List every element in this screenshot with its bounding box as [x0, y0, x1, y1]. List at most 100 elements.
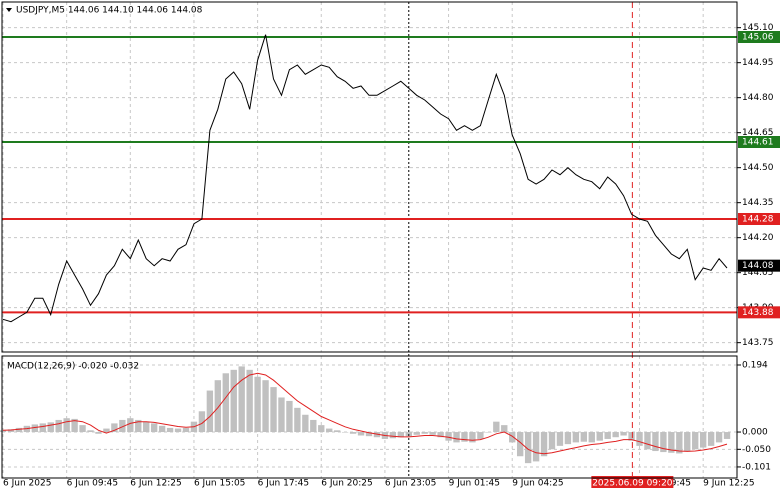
histogram-bar — [699, 432, 707, 448]
histogram-bar — [389, 432, 397, 439]
price-line — [2, 34, 728, 323]
macd-title: MACD(12,26,9) -0.020 -0.032 — [7, 362, 139, 372]
histogram-bar — [636, 432, 643, 446]
price-title: USDJPY,M5 144.06 144.10 144.06 144.08 — [16, 6, 203, 16]
histogram-bar — [95, 432, 102, 434]
menu-arrow[interactable] — [6, 8, 12, 12]
y-tick-label: -0.101 — [742, 462, 771, 472]
level-label-box — [738, 213, 780, 225]
x-tick-label: 6 Jun 12:25 — [130, 479, 181, 489]
histogram-bar — [15, 427, 23, 433]
histogram-bar — [365, 432, 373, 437]
histogram-bar — [302, 414, 309, 433]
histogram-bar — [0, 430, 7, 433]
histogram-bar — [7, 429, 15, 433]
x-tick-label: 6 Jun 23:05 — [385, 479, 436, 489]
level-label-box — [738, 31, 780, 43]
histogram-bar — [429, 432, 436, 435]
y-tick-label: 144.20 — [742, 233, 774, 243]
histogram-bar — [548, 432, 556, 450]
histogram-bar — [71, 418, 78, 433]
histogram-bar — [333, 430, 341, 433]
histogram-bar — [262, 380, 269, 433]
histogram-bar — [644, 432, 651, 450]
y-tick-label: 144.80 — [742, 93, 774, 103]
x-tick-label: 6 Jun 09:45 — [67, 479, 118, 489]
y-tick-label: 144.95 — [742, 58, 774, 68]
y-tick-label: 144.65 — [742, 128, 774, 138]
histogram-bar — [318, 425, 325, 433]
histogram-bar — [55, 419, 62, 433]
histogram-bar — [628, 432, 635, 441]
histogram-bar — [246, 369, 253, 433]
level-label: 145.06 — [742, 33, 774, 43]
histogram-bar — [357, 432, 365, 436]
histogram-bar — [421, 432, 428, 434]
histogram-bar — [158, 425, 166, 433]
histogram-bar — [461, 432, 468, 442]
histogram-bar — [692, 432, 699, 450]
histogram-bar — [684, 432, 691, 452]
x-tick-label: 6 Jun 17:45 — [258, 479, 309, 489]
histogram-bar — [652, 432, 659, 452]
histogram-bar — [397, 432, 405, 438]
histogram-bar — [63, 418, 70, 433]
histogram-bar — [723, 432, 731, 439]
histogram-bar — [715, 432, 723, 443]
histogram-bar — [612, 432, 619, 438]
x-tick-label: 6 Jun 20:25 — [321, 479, 372, 489]
histogram-bar — [477, 432, 484, 439]
histogram-bar — [620, 432, 627, 436]
histogram-bar — [174, 428, 182, 433]
histogram-bar — [127, 418, 134, 433]
histogram-bar — [119, 419, 126, 433]
histogram-bar — [150, 423, 158, 433]
y-tick-label: 144.05 — [742, 268, 774, 278]
histogram-bar — [182, 427, 190, 433]
x-tick-label: 6 Jun 15:05 — [194, 479, 245, 489]
x-tick-label: 9 Jun 04:25 — [512, 479, 563, 489]
histogram-bar — [270, 387, 277, 433]
x-tick-label: 6 Jun 2025 — [3, 479, 51, 489]
level-label-box — [738, 306, 780, 319]
y-tick-label: 145.10 — [742, 23, 774, 33]
histogram-bar — [509, 432, 516, 443]
level-label: 144.61 — [742, 138, 774, 148]
level-label-box — [738, 136, 780, 148]
histogram-bar — [668, 432, 675, 453]
y-tick-label: 0.000 — [742, 428, 768, 438]
histogram-bar — [111, 423, 118, 433]
histogram-bar — [310, 419, 317, 433]
histogram-bar — [214, 380, 222, 433]
price-panel-border — [1, 1, 738, 353]
histogram-bar — [564, 432, 572, 445]
y-tick-label: 144.50 — [742, 163, 774, 173]
histogram-bar — [524, 432, 532, 464]
histogram-bar — [556, 432, 564, 446]
histogram-bar — [230, 369, 237, 433]
histogram-bar — [198, 411, 206, 433]
histogram-bar — [373, 432, 381, 438]
histogram-bar — [572, 432, 580, 443]
histogram-bar — [341, 432, 349, 433]
histogram-bar — [87, 430, 94, 433]
histogram-bar — [79, 425, 86, 433]
histogram-bar — [501, 425, 508, 433]
histogram-bar — [206, 390, 214, 433]
level-label: 143.88 — [742, 308, 774, 318]
histogram-bar — [596, 432, 603, 441]
macd-panel-border — [1, 355, 738, 479]
histogram-bar — [278, 397, 285, 433]
histogram-bar — [31, 424, 39, 433]
histogram-bar — [532, 432, 540, 462]
histogram-bar — [540, 432, 548, 457]
x-tick-label: 9 Jun 01:45 — [449, 479, 500, 489]
histogram-bar — [493, 421, 500, 433]
histogram-bar — [707, 432, 715, 446]
histogram-bar — [660, 432, 667, 453]
histogram-bar — [39, 423, 46, 433]
signal-line — [2, 372, 728, 455]
histogram-bar — [286, 400, 293, 433]
